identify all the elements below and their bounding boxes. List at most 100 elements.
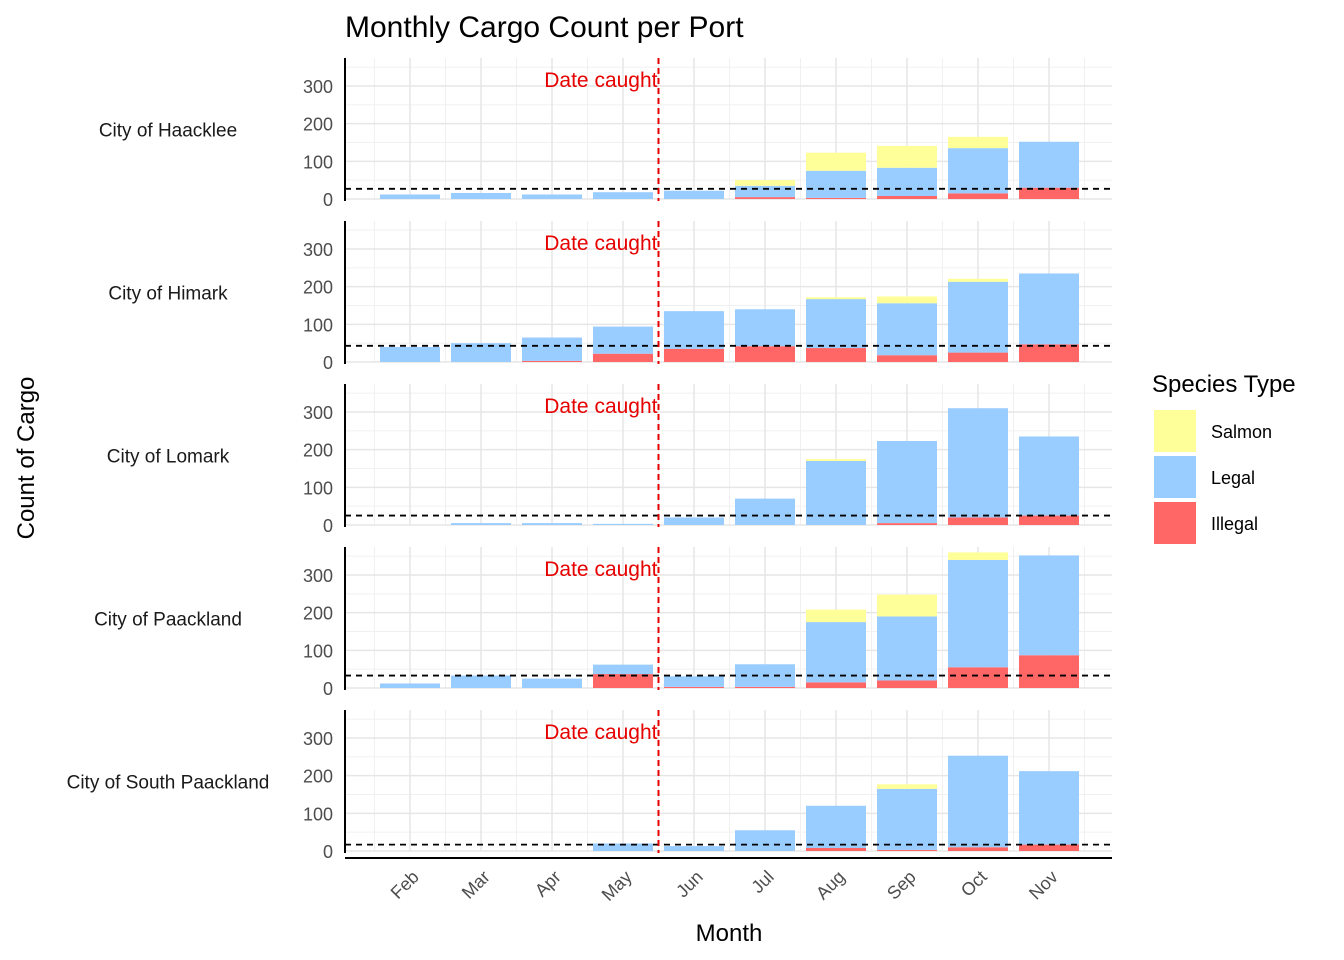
y-tick-label: 0 [323, 679, 333, 699]
y-tick-label: 100 [303, 804, 333, 824]
bar-segment-legal [451, 675, 511, 688]
bar-segment-legal [451, 192, 511, 199]
facet-label: City of Paackland [94, 610, 242, 631]
bar-segment-legal [451, 523, 511, 525]
vline-annotation: Date caught [544, 69, 657, 92]
bar-segment-salmon [735, 180, 795, 186]
bar-segment-salmon [948, 136, 1008, 149]
bar-segment-salmon [806, 459, 866, 461]
y-axis-title: Count of Cargo [13, 377, 40, 540]
bar-segment-legal [522, 523, 582, 525]
bar-segment-legal [522, 678, 582, 688]
bar-segment-legal [948, 408, 1008, 518]
bar-segment-legal [380, 683, 440, 688]
bar-segment-illegal [877, 849, 937, 851]
bar-segment-legal [1019, 141, 1079, 188]
bar-segment-illegal [948, 667, 1008, 688]
bar-segment-illegal [948, 352, 1008, 362]
bar-segment-salmon [877, 145, 937, 168]
bar-segment-illegal [806, 197, 866, 199]
bar-segment-salmon [948, 278, 1008, 282]
legend-label: Legal [1211, 468, 1255, 488]
chart-title: Monthly Cargo Count per Port [345, 11, 744, 44]
bar-segment-illegal [1019, 655, 1079, 688]
bar-segment-legal [806, 805, 866, 848]
bar-segment-legal [877, 616, 937, 681]
facet-panel: Date caught 0 100 200 300 City of Haacklee [99, 58, 1112, 210]
bar-segment-legal [735, 309, 795, 347]
x-tick-label: Oct [957, 867, 991, 901]
y-tick-label: 200 [303, 278, 333, 298]
bar-segment-salmon [877, 784, 937, 789]
y-tick-label: 200 [303, 115, 333, 135]
x-tick-label: Aug [812, 867, 849, 904]
x-tick-label: Jul [747, 867, 777, 897]
legend-label: Illegal [1211, 514, 1258, 534]
y-tick-label: 100 [303, 315, 333, 335]
bar-segment-legal [664, 311, 724, 349]
bar-segment-illegal [1019, 344, 1079, 362]
y-tick-label: 100 [303, 152, 333, 172]
bar-segment-illegal [877, 355, 937, 362]
y-tick-label: 0 [323, 190, 333, 210]
bar-segment-illegal [948, 847, 1008, 851]
facet-panel: Date caught 0 100 200 300 City of Himark [108, 221, 1112, 373]
bar-segment-legal [948, 148, 1008, 194]
y-tick-label: 0 [323, 516, 333, 536]
y-tick-label: 300 [303, 240, 333, 260]
bar-segment-legal [593, 843, 653, 851]
x-tick-label: Apr [531, 867, 565, 901]
y-tick-label: 300 [303, 729, 333, 749]
bar-segment-legal [735, 830, 795, 851]
bar-segment-legal [735, 498, 795, 525]
bar-segment-salmon [877, 594, 937, 617]
bar-segment-legal [1019, 771, 1079, 845]
bar-segment-legal [593, 326, 653, 354]
vline-annotation: Date caught [544, 558, 657, 581]
bar-segment-illegal [948, 193, 1008, 199]
bar-segment-illegal [664, 686, 724, 688]
bar-segment-legal [522, 337, 582, 361]
bar-segment-legal [664, 190, 724, 199]
y-tick-label: 100 [303, 478, 333, 498]
bar-segment-legal [593, 664, 653, 675]
bar-segment-illegal [877, 680, 937, 688]
vline-annotation: Date caught [544, 395, 657, 418]
legend-title: Species Type [1152, 371, 1296, 398]
y-tick-label: 0 [323, 353, 333, 373]
x-tick-label: Nov [1025, 867, 1062, 904]
facet-panel: Date caught 0 100 200 300 City of Lomark [107, 384, 1112, 536]
bar-segment-legal [806, 170, 866, 198]
legend-key-salmon [1154, 410, 1196, 452]
bar-segment-legal [380, 194, 440, 199]
bar-segment-legal [948, 559, 1008, 668]
bar-segment-legal [877, 167, 937, 196]
bar-segment-legal [451, 343, 511, 362]
bar-segment-legal [664, 846, 724, 851]
y-tick-label: 100 [303, 641, 333, 661]
legend: Species Type Salmon Legal Illegal [1152, 371, 1296, 544]
legend-key-legal [1154, 456, 1196, 498]
bar-segment-legal [1019, 273, 1079, 345]
y-tick-label: 300 [303, 566, 333, 586]
bar-segment-salmon [806, 152, 866, 171]
facet-label: City of South Paackland [67, 773, 270, 794]
bar-segment-illegal [1019, 844, 1079, 851]
vline-annotation: Date caught [544, 721, 657, 744]
bar-segment-illegal [806, 682, 866, 688]
bar-segment-illegal [593, 674, 653, 688]
bar-segment-legal [806, 460, 866, 525]
bar-segment-legal [806, 622, 866, 683]
bar-segment-illegal [877, 195, 937, 199]
facet-label: City of Lomark [107, 447, 230, 468]
bar-segment-illegal [664, 348, 724, 362]
facet-label: City of Himark [108, 284, 228, 305]
bar-segment-salmon [948, 552, 1008, 560]
bar-segment-legal [664, 676, 724, 687]
bar-segment-illegal [948, 517, 1008, 525]
x-axis-title: Month [696, 920, 763, 947]
bar-segment-illegal [806, 847, 866, 851]
bar-segment-illegal [1019, 515, 1079, 525]
